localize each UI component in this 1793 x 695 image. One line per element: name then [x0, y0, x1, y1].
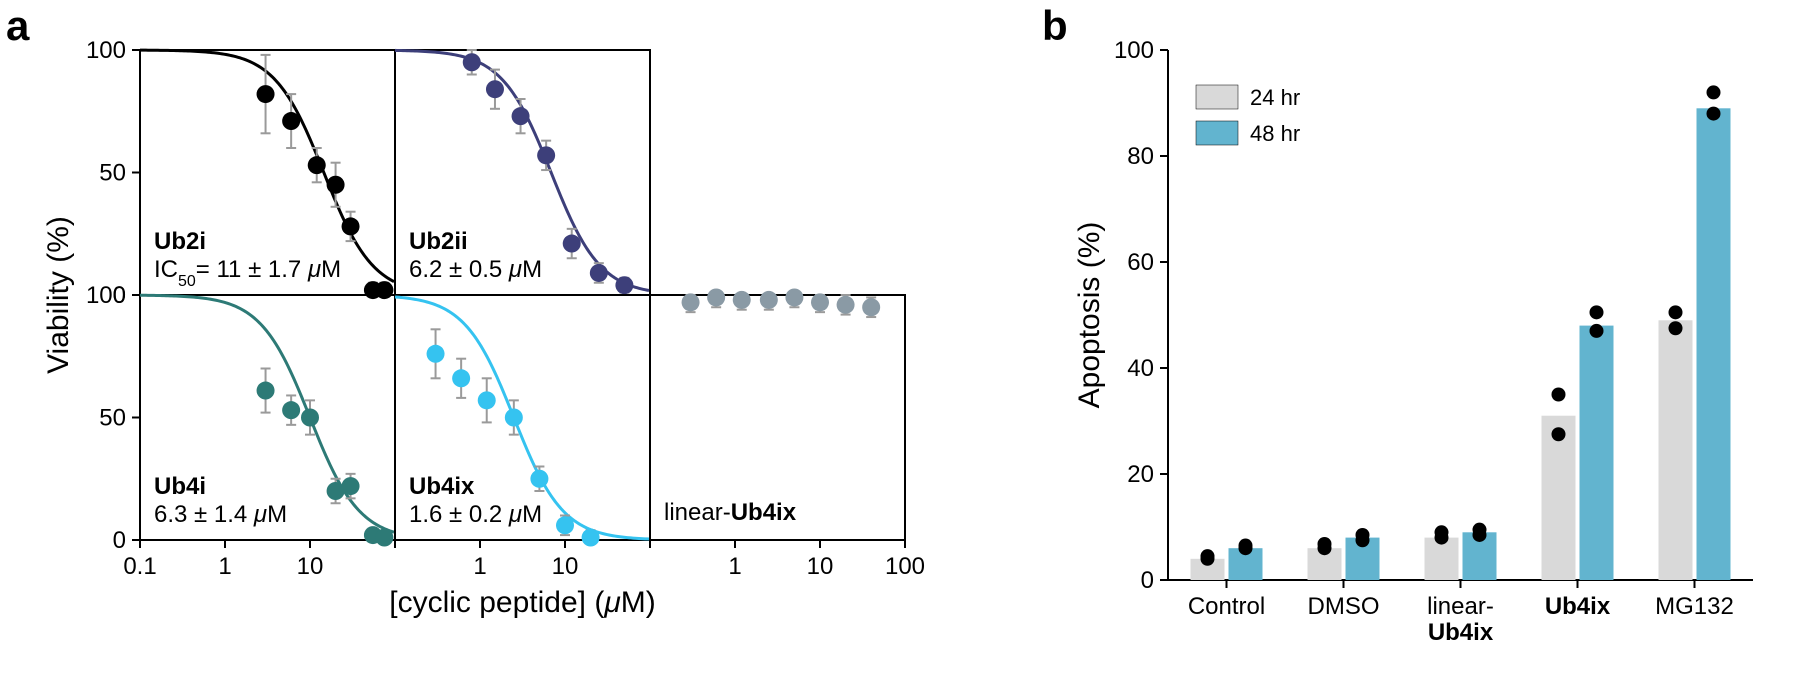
svg-text:40: 40: [1127, 355, 1154, 382]
subplot-Ub4ix: 1 10 Ub4ix1.6 ± 0.2 μM: [395, 295, 650, 580]
svg-text:1.6 ± 0.2 μM: 1.6 ± 0.2 μM: [409, 501, 542, 528]
svg-text:100: 100: [86, 282, 126, 309]
svg-text:Ub4ix: Ub4ix: [409, 473, 475, 500]
panel-b-category-label: linear-: [1427, 593, 1494, 620]
svg-text:IC50= 11 ± 1.7 μM: IC50= 11 ± 1.7 μM: [154, 256, 341, 290]
svg-text:Ub4i: Ub4i: [154, 473, 206, 500]
svg-text:Ub2ii: Ub2ii: [409, 228, 468, 255]
panel-b-legend: 24 hr 48 hr: [1196, 85, 1300, 146]
svg-text:10: 10: [297, 553, 324, 580]
svg-text:24 hr: 24 hr: [1250, 85, 1300, 110]
panel-a-label: a: [6, 2, 29, 50]
panel-b-category-label: Ub4ix: [1545, 593, 1611, 620]
subplot-linear-Ub4ix: 1 10 100 linear-Ub4ix: [650, 288, 925, 580]
svg-text:1: 1: [218, 553, 231, 580]
svg-text:50: 50: [99, 160, 126, 187]
svg-text:100: 100: [86, 37, 126, 64]
svg-text:linear-Ub4ix: linear-Ub4ix: [664, 499, 797, 526]
bar-MG132-48 hr: [1697, 108, 1731, 580]
svg-text:6.3 ± 1.4 μM: 6.3 ± 1.4 μM: [154, 501, 287, 528]
svg-text:100: 100: [885, 553, 925, 580]
panel-b-category-label: Ub4ix: [1428, 619, 1494, 646]
panel-b-category-label: DMSO: [1308, 593, 1380, 620]
svg-text:0.1: 0.1: [123, 553, 156, 580]
bar-Ub4ix-48 hr: [1580, 326, 1614, 580]
figure-root: a b Viability (%) [cyclic peptide] (μM) 0 5…: [0, 0, 1793, 695]
svg-text:0: 0: [1141, 567, 1154, 594]
panel-a-chart: Viability (%)[cyclic peptide] (μM)050100…: [30, 10, 1040, 690]
panel-b-chart: 0 20 40 60 80 100 Apoptosis (%) Control DMSO line…: [1073, 10, 1793, 690]
svg-text:1: 1: [728, 553, 741, 580]
subplot-Ub2i: 050100Ub2iIC50= 11 ± 1.7 μM: [86, 37, 395, 309]
svg-text:48 hr: 48 hr: [1250, 121, 1300, 146]
panel-a-x-axis-label: [cyclic peptide] (μM): [389, 586, 656, 619]
svg-text:1: 1: [473, 553, 486, 580]
subplot-Ub4i: 0 50 100 0.1 1 10 Ub4i6.3 ± 1.4 μM: [86, 282, 395, 580]
panel-b-category-label: Control: [1188, 593, 1265, 620]
bar-MG132-24 hr: [1659, 320, 1693, 580]
svg-text:100: 100: [1114, 37, 1154, 64]
svg-text:50: 50: [99, 405, 126, 432]
panel-a-y-axis-label: Viability (%): [42, 216, 75, 374]
subplot-Ub2ii: Ub2ii6.2 ± 0.5 μM: [395, 50, 650, 295]
panel-b-y-axis-label: Apoptosis (%): [1073, 222, 1106, 409]
svg-text:0: 0: [113, 527, 126, 554]
svg-text:20: 20: [1127, 461, 1154, 488]
svg-text:10: 10: [552, 553, 579, 580]
panel-b-category-label: MG132: [1655, 593, 1734, 620]
svg-text:10: 10: [807, 553, 834, 580]
svg-text:80: 80: [1127, 143, 1154, 170]
panel-b-label: b: [1042, 2, 1068, 50]
svg-text:6.2 ± 0.5 μM: 6.2 ± 0.5 μM: [409, 256, 542, 283]
svg-text:Ub2i: Ub2i: [154, 228, 206, 255]
svg-text:60: 60: [1127, 249, 1154, 276]
